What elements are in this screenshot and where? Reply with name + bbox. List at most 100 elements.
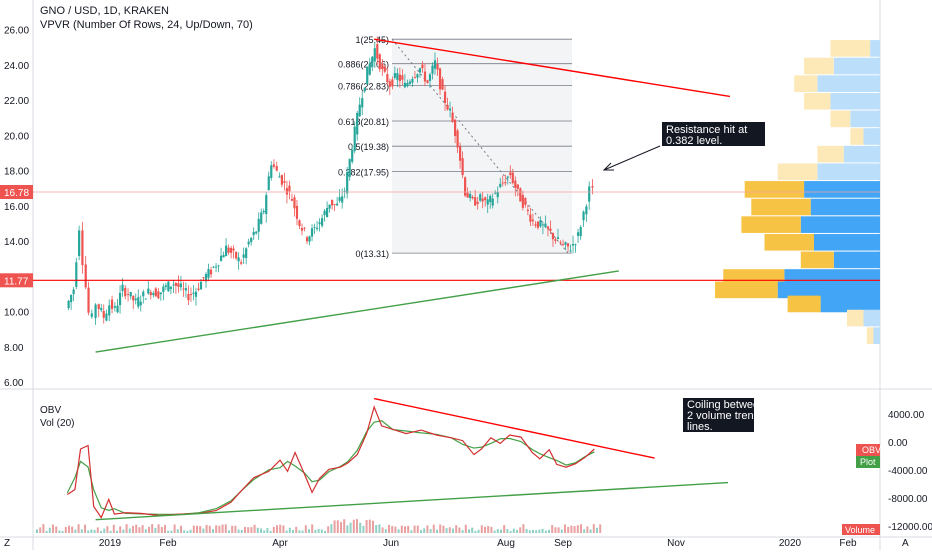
volume-bar	[458, 527, 461, 533]
volume-bar	[212, 529, 214, 533]
candle-body	[571, 244, 575, 246]
candle-body	[418, 68, 422, 73]
candle-body	[341, 196, 344, 203]
candle-body	[328, 204, 331, 209]
candle-body	[132, 295, 135, 301]
volume-bar	[554, 527, 557, 533]
candle-body	[184, 288, 188, 291]
volume-bar	[144, 529, 147, 533]
volume-bar	[324, 530, 326, 533]
fib-trend-dotted-line	[391, 38, 569, 254]
last-price-label: 16.78	[4, 188, 29, 199]
volume-bar	[58, 530, 61, 533]
volume-profile-down-bar	[744, 181, 805, 198]
volume-bar	[493, 530, 496, 533]
candle-body	[353, 126, 356, 152]
candle-body	[524, 198, 527, 205]
candle-body	[511, 172, 514, 184]
volume-bar	[330, 524, 333, 533]
candle-body	[361, 98, 364, 108]
candle-body	[464, 177, 467, 196]
time-tick-label: 2019	[99, 538, 122, 549]
candle-body	[139, 301, 142, 306]
candle-body	[579, 227, 582, 237]
obv-tick-label: -8000.00	[888, 494, 928, 505]
volume-bar	[196, 525, 198, 533]
volume-bar	[570, 525, 573, 533]
auto-scale-icon: A	[902, 538, 909, 549]
volume-bar	[352, 519, 355, 533]
candle-body	[519, 188, 522, 202]
volume-bar	[90, 529, 93, 533]
candle-body	[569, 250, 572, 252]
time-tick-label: 2020	[779, 538, 802, 549]
candle-body	[378, 54, 381, 70]
volume-bar	[199, 526, 202, 533]
coiling-annotation-box	[683, 398, 754, 432]
fib-level-label: 0.382(17.95)	[338, 167, 389, 177]
candle-body	[551, 233, 555, 240]
candle-body	[124, 288, 127, 297]
candle-body	[501, 182, 504, 184]
candle-body	[235, 251, 238, 259]
volume-bar	[474, 530, 477, 533]
candle-body	[257, 218, 260, 232]
volume-bar	[132, 525, 134, 533]
candle-body	[401, 75, 404, 80]
candle-body	[169, 286, 172, 289]
candle-body	[310, 228, 314, 237]
candle-body	[474, 197, 477, 206]
volume-bar	[439, 524, 442, 533]
candle-body	[305, 237, 309, 242]
candle-body	[428, 74, 432, 81]
candle-body	[373, 48, 376, 62]
volume-bar	[416, 525, 419, 533]
candle-body	[242, 254, 245, 258]
candle-body	[554, 239, 557, 241]
volume-bar	[96, 527, 99, 533]
volume-bar	[541, 528, 544, 533]
volume-bar	[384, 529, 387, 533]
candle-body	[162, 286, 165, 293]
candle-body	[78, 230, 81, 256]
volume-profile-down-bar	[794, 75, 818, 92]
support-trendline	[95, 270, 619, 353]
volume-bar	[298, 530, 301, 533]
candle-body	[471, 197, 474, 199]
candle-body	[308, 236, 311, 242]
price-tick-label: 18.00	[4, 167, 29, 178]
volume-profile-down-bar	[830, 40, 871, 57]
volume-profile-down-bar	[804, 92, 831, 110]
candle-body	[338, 197, 341, 201]
candle-body	[403, 82, 406, 88]
candle-body	[534, 224, 537, 226]
candle-body	[426, 80, 429, 83]
level-price-badge	[0, 273, 33, 288]
candle-body	[514, 180, 517, 188]
volume-bar	[266, 528, 269, 533]
volume-bar	[468, 529, 470, 533]
obv-tick-label: 4000.00	[888, 410, 925, 421]
volume-bar	[164, 525, 166, 533]
candle-body	[398, 74, 401, 82]
volume-bar	[260, 528, 262, 533]
volume-badge-label: Volume	[845, 525, 875, 535]
candle-body	[245, 248, 248, 259]
candle-body	[105, 313, 108, 321]
candle-body	[142, 291, 145, 297]
time-tick-label: Jun	[383, 538, 399, 549]
candle-body	[529, 214, 532, 222]
candle-body	[531, 219, 534, 222]
candle-body	[174, 283, 177, 286]
volume-bar	[231, 525, 234, 533]
level-price-label: 11.77	[4, 276, 29, 287]
volume-bar	[391, 526, 394, 533]
plot-badge	[856, 456, 880, 468]
volume-bar	[388, 524, 390, 533]
candle-body	[333, 204, 336, 205]
volume-bar	[234, 525, 237, 533]
candle-body	[293, 197, 296, 209]
candle-body	[566, 243, 570, 247]
